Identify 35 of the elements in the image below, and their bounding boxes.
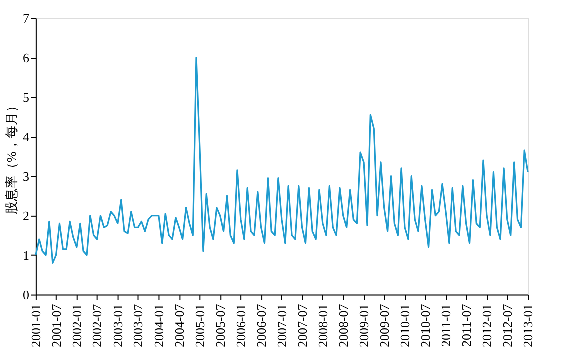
y-tick-label: 2 — [22, 208, 30, 224]
x-tick-label: 2011-07 — [458, 304, 474, 348]
x-tick-label: 2009-07 — [376, 304, 392, 348]
x-tick-label: 2001-01 — [28, 304, 44, 348]
x-tick-label: 2012-07 — [500, 304, 515, 348]
y-tick-label: 5 — [22, 90, 30, 105]
x-tick-label: 2007-07 — [294, 304, 310, 348]
x-tick-label: 2010-07 — [418, 304, 433, 348]
x-tick-label: 2005-07 — [212, 304, 228, 348]
y-tick-label: 6 — [22, 50, 30, 66]
x-tick-label: 2013-01 — [520, 304, 536, 348]
x-tick-label: 2002-07 — [90, 304, 105, 348]
y-tick-label: 0 — [22, 287, 30, 302]
x-tick-label: 2002-01 — [69, 304, 84, 348]
line-series — [35, 56, 529, 264]
x-tick-label: 2008-07 — [336, 304, 351, 348]
x-tick-label: 2001-07 — [48, 304, 64, 348]
y-tick-label: 3 — [22, 168, 30, 184]
x-tick-label: 2010-01 — [398, 304, 412, 348]
x-tick-label: 2006-07 — [254, 304, 269, 348]
x-tick-label: 2012-01 — [479, 304, 494, 348]
x-tick-label: 2009-01 — [356, 304, 372, 348]
x-tick-label: 2007-01 — [274, 304, 290, 348]
x-tick-label: 2004-07 — [172, 304, 187, 348]
x-tick-label: 2003-01 — [110, 304, 126, 348]
y-axis-title: 股息率（%，每月） — [4, 100, 19, 214]
x-tick-label: 2005-01 — [192, 304, 208, 348]
y-tick-label: 7 — [22, 10, 30, 26]
y-tick-label: 1 — [22, 248, 30, 263]
x-tick-label: 2004-01 — [151, 304, 166, 348]
x-tick-label: 2008-01 — [315, 304, 330, 348]
x-tick-label: 2003-07 — [130, 304, 146, 348]
y-tick-label: 4 — [22, 129, 30, 144]
x-tick-label: 2006-01 — [233, 304, 248, 348]
x-tick-label: 2011-01 — [438, 304, 454, 348]
